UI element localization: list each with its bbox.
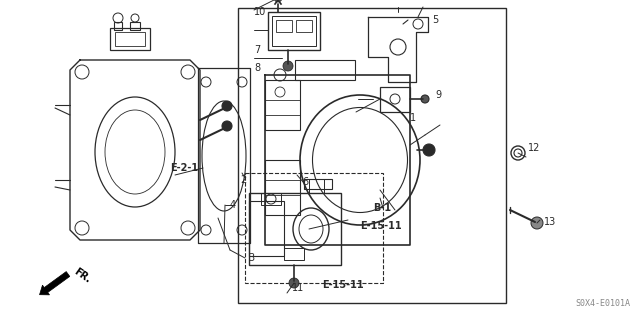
Bar xyxy=(272,16,316,46)
Bar xyxy=(296,20,312,32)
Text: 1: 1 xyxy=(410,113,416,123)
Bar xyxy=(295,60,355,80)
Bar xyxy=(245,173,383,283)
Text: 3: 3 xyxy=(248,253,254,263)
Circle shape xyxy=(423,144,435,156)
Bar xyxy=(238,8,506,303)
Text: FR.: FR. xyxy=(72,267,93,285)
Bar xyxy=(110,28,150,50)
Text: E-15-11: E-15-11 xyxy=(360,221,402,231)
FancyArrow shape xyxy=(40,271,70,295)
Bar xyxy=(130,22,140,30)
Bar xyxy=(268,12,320,50)
Circle shape xyxy=(222,121,232,131)
Text: 10: 10 xyxy=(254,7,266,17)
Text: 8: 8 xyxy=(254,63,260,73)
Text: 5: 5 xyxy=(432,15,438,25)
Bar xyxy=(265,80,300,130)
Text: B-1: B-1 xyxy=(373,203,391,213)
Circle shape xyxy=(289,278,299,288)
Bar xyxy=(284,248,304,260)
Text: 7: 7 xyxy=(254,45,260,55)
Circle shape xyxy=(222,101,232,111)
Text: 11: 11 xyxy=(292,283,304,293)
Bar xyxy=(115,32,145,46)
Text: E-2-1: E-2-1 xyxy=(170,163,198,173)
Text: 13: 13 xyxy=(544,217,556,227)
Circle shape xyxy=(283,61,293,71)
Bar xyxy=(249,193,341,265)
Text: S0X4-E0101A: S0X4-E0101A xyxy=(575,299,630,308)
Text: E-15-11: E-15-11 xyxy=(322,280,364,290)
Bar xyxy=(261,193,281,205)
Bar xyxy=(114,22,122,30)
Bar xyxy=(249,201,284,256)
Circle shape xyxy=(531,217,543,229)
Text: 9: 9 xyxy=(435,90,441,100)
Bar xyxy=(276,20,292,32)
Bar xyxy=(380,87,410,112)
Text: 2: 2 xyxy=(240,175,246,185)
Bar xyxy=(265,160,300,215)
Text: 6: 6 xyxy=(302,177,308,187)
Text: 12: 12 xyxy=(528,143,540,153)
Text: 4: 4 xyxy=(230,200,236,210)
Circle shape xyxy=(421,95,429,103)
Bar xyxy=(304,179,332,189)
Circle shape xyxy=(274,0,282,2)
